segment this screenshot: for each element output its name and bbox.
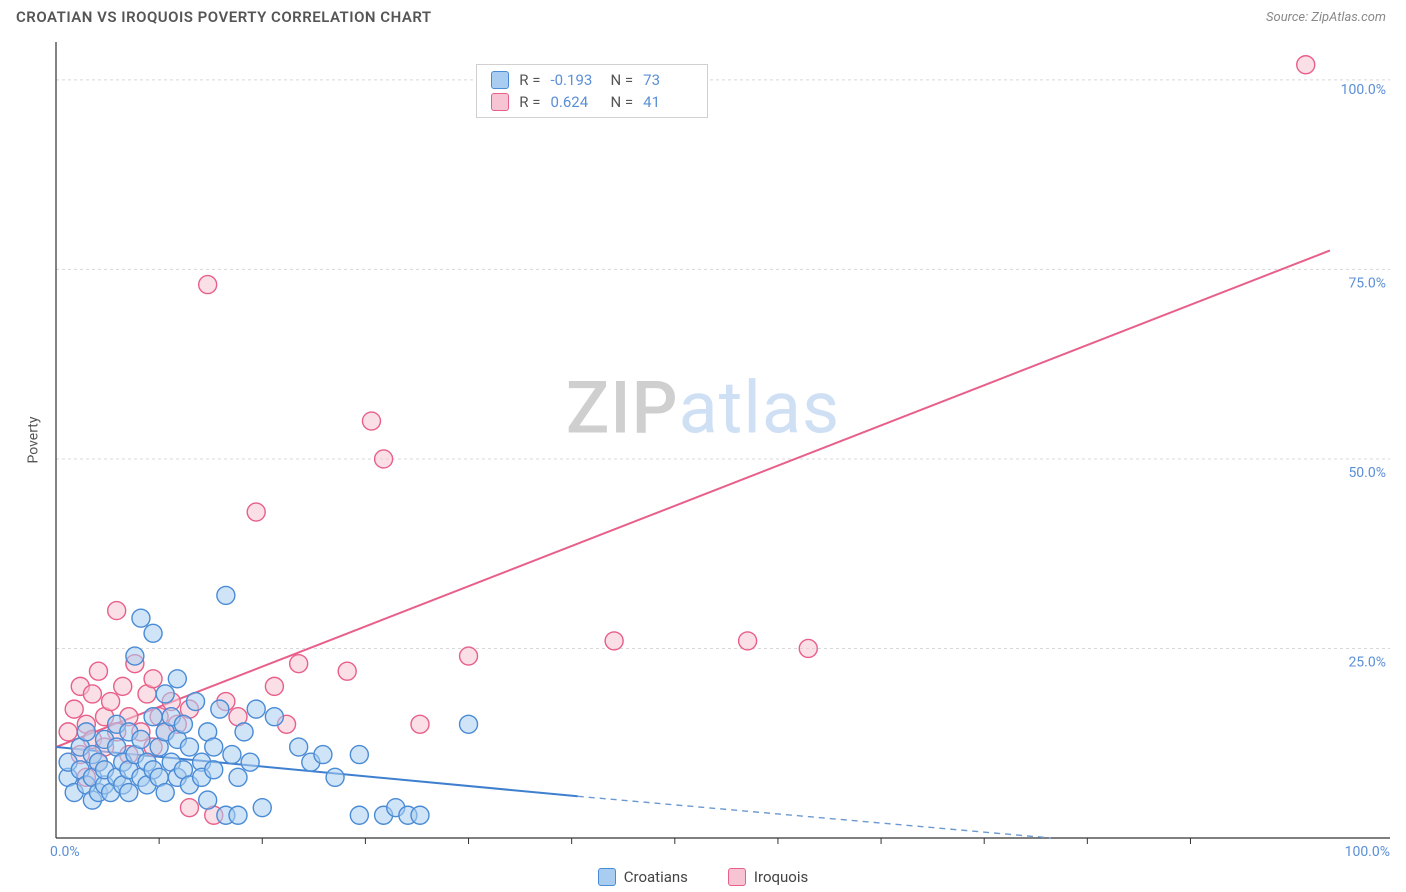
point-croatians (156, 685, 174, 703)
point-croatians (350, 746, 368, 764)
point-croatians (199, 791, 217, 809)
point-iroquois (362, 412, 380, 430)
point-croatians (205, 738, 223, 756)
point-croatians (235, 723, 253, 741)
point-croatians (265, 708, 283, 726)
scatter-plot-svg: 25.0% 50.0% 75.0% 100.0% (50, 36, 1390, 844)
point-croatians (223, 746, 241, 764)
r-value: -0.193 (550, 71, 600, 89)
point-iroquois (247, 503, 265, 521)
point-iroquois (290, 655, 308, 673)
point-croatians (460, 715, 478, 733)
point-croatians (229, 806, 247, 824)
x-tick-max: 100.0% (1345, 844, 1390, 860)
trend-line-croatians-dashed (578, 796, 1051, 838)
legend-swatch (598, 868, 616, 886)
point-croatians (350, 806, 368, 824)
point-croatians (180, 738, 198, 756)
point-iroquois (89, 662, 107, 680)
point-croatians (144, 624, 162, 642)
legend-swatch (491, 71, 509, 89)
chart-title: CROATIAN VS IROQUOIS POVERTY CORRELATION… (16, 8, 432, 26)
legend-swatch (491, 93, 509, 111)
chart-container: Poverty 25.0%50.0%75.0%100.0% ZIPatlas R… (16, 36, 1390, 844)
point-croatians (132, 609, 150, 627)
point-iroquois (799, 639, 817, 657)
r-label: R = (519, 93, 540, 111)
point-croatians (144, 708, 162, 726)
point-iroquois (411, 715, 429, 733)
point-croatians (174, 715, 192, 733)
point-croatians (314, 746, 332, 764)
n-value: 41 (643, 93, 693, 111)
n-label: N = (610, 93, 633, 111)
point-croatians (168, 670, 186, 688)
stat-legend-row: R = -0.193 N = 73 (477, 69, 707, 91)
point-iroquois (1297, 56, 1315, 74)
legend-label: Croatians (624, 868, 688, 886)
y-tick-label: 75.0% (1348, 275, 1386, 291)
point-iroquois (114, 677, 132, 695)
point-croatians (132, 730, 150, 748)
point-croatians (241, 753, 259, 771)
point-croatians (411, 806, 429, 824)
point-croatians (247, 700, 265, 718)
point-croatians (211, 700, 229, 718)
point-iroquois (180, 799, 198, 817)
x-axis-labels: 0.0% 100.0% (50, 844, 1390, 862)
legend-label: Iroquois (754, 868, 808, 886)
point-croatians (290, 738, 308, 756)
point-iroquois (83, 685, 101, 703)
source-attribution: Source: ZipAtlas.com (1266, 10, 1386, 25)
n-value: 73 (643, 71, 693, 89)
y-tick-label: 100.0% (1341, 82, 1386, 98)
r-value: 0.624 (550, 93, 600, 111)
y-tick-label: 50.0% (1348, 465, 1386, 481)
point-iroquois (375, 450, 393, 468)
point-iroquois (605, 632, 623, 650)
point-croatians (205, 761, 223, 779)
point-croatians (187, 693, 205, 711)
legend-item: Iroquois (728, 868, 808, 886)
y-axis-label: Poverty (26, 416, 42, 463)
point-croatians (126, 647, 144, 665)
point-iroquois (144, 670, 162, 688)
point-iroquois (65, 700, 83, 718)
stat-legend-row: R = 0.624 N = 41 (477, 91, 707, 113)
point-croatians (77, 723, 95, 741)
x-tick-min: 0.0% (50, 844, 80, 860)
point-croatians (326, 768, 344, 786)
y-tick-label: 25.0% (1348, 654, 1386, 670)
point-iroquois (102, 693, 120, 711)
point-iroquois (108, 602, 126, 620)
point-iroquois (739, 632, 757, 650)
point-iroquois (265, 677, 283, 695)
point-croatians (229, 768, 247, 786)
r-label: R = (519, 71, 540, 89)
point-iroquois (199, 276, 217, 294)
series-legend: Croatians Iroquois (0, 868, 1406, 886)
point-iroquois (59, 723, 77, 741)
correlation-legend: R = -0.193 N = 73 R = 0.624 N = 41 (476, 64, 708, 118)
legend-swatch (728, 868, 746, 886)
point-iroquois (338, 662, 356, 680)
point-croatians (120, 784, 138, 802)
legend-item: Croatians (598, 868, 688, 886)
point-iroquois (460, 647, 478, 665)
point-croatians (217, 586, 235, 604)
point-croatians (253, 799, 271, 817)
trend-line-iroquois (56, 250, 1330, 747)
n-label: N = (610, 71, 633, 89)
point-croatians (156, 784, 174, 802)
